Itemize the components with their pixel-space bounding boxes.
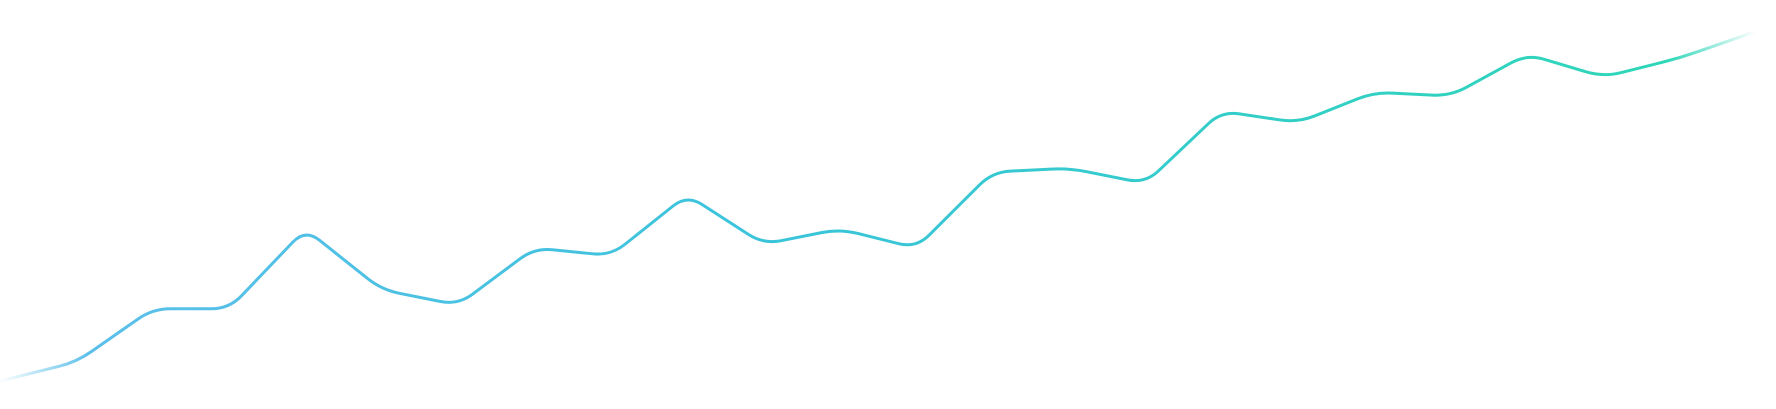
series-layer: [0, 29, 1758, 383]
series-line: [0, 29, 1758, 383]
data-point: [301, 225, 309, 233]
data-point: [683, 191, 691, 199]
